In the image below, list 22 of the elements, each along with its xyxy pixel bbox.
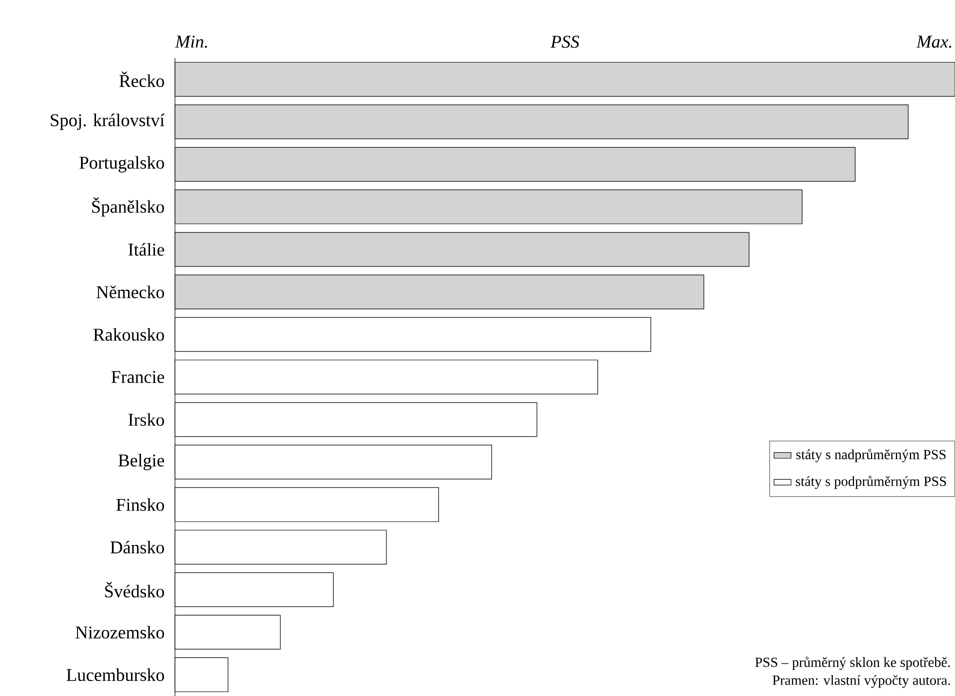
text: Min. xyxy=(174,36,207,48)
annotation: PSS – průměrný sklon ke spotřebě. xyxy=(755,656,950,670)
y-tick-label: Německo xyxy=(96,286,164,298)
y-tick-label: Irsko xyxy=(128,413,164,426)
annotation: Pramen: vlastní výpočty autora. xyxy=(772,675,950,688)
text: Max. xyxy=(916,36,952,48)
y-tick-label: Lucembursko xyxy=(66,668,164,682)
y-tick-label: Spoj. království xyxy=(50,114,165,130)
y-tick-label: Švédsko xyxy=(105,582,164,598)
y-tick-label: Dánsko xyxy=(110,540,164,554)
y-tick-label: Portugalsko xyxy=(80,156,164,172)
y-tick-label: Rakousko xyxy=(93,328,164,341)
y-tick-label: Itálie xyxy=(128,243,164,256)
y-tick-label: Španělsko xyxy=(92,197,164,216)
y-tick-label: Belgie xyxy=(118,454,164,470)
y-tick-label: Francie xyxy=(111,370,164,384)
legend-label: státy s nadprůměrným PSS xyxy=(796,449,946,462)
x-axis-title: PSS xyxy=(550,36,580,48)
y-tick-label: Řecko xyxy=(119,71,164,88)
y-tick-label: Nizozemsko xyxy=(76,626,164,639)
legend-label: státy s podprůměrným PSS xyxy=(796,476,946,489)
y-tick-label: Finsko xyxy=(116,498,164,511)
